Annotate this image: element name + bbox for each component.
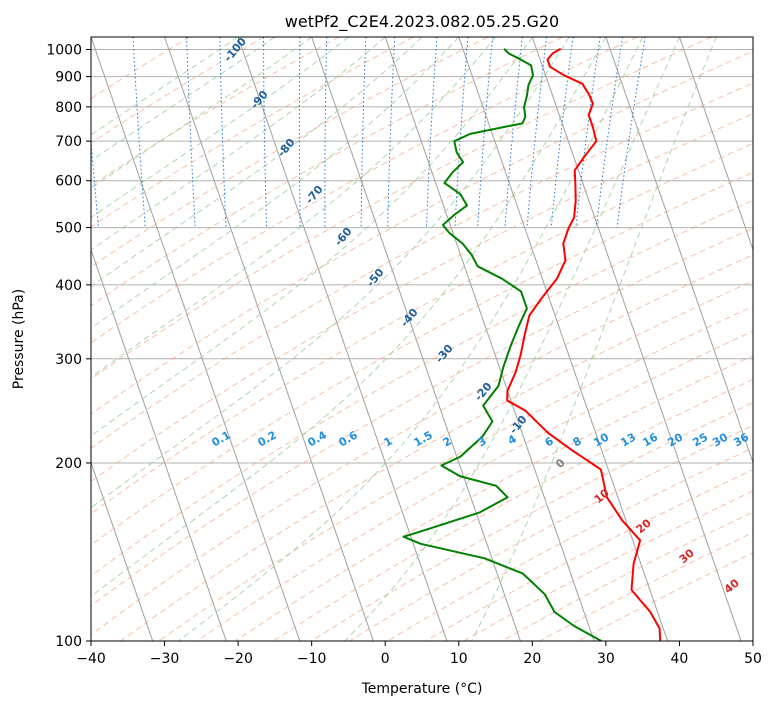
sounding-traces	[402, 47, 662, 641]
y-tick-label: 600	[55, 174, 82, 190]
isotherm-line	[91, 248, 227, 641]
isotherm-line	[678, 37, 753, 252]
x-tick-label: −20	[223, 651, 253, 667]
mixing-ratio-line	[504, 37, 523, 228]
mixing-ratio-lines	[91, 37, 646, 228]
moist-adiabat-line	[91, 37, 423, 287]
y-tick-label: 700	[55, 134, 82, 150]
moist-adiabat-line	[91, 37, 460, 329]
mixing-ratio-line	[575, 37, 601, 228]
moist-adiabat-line	[471, 37, 717, 641]
dry-adiabat-line	[91, 113, 753, 483]
x-tick-label: 30	[597, 651, 615, 667]
dry-adiabat-line	[91, 142, 753, 515]
y-tick-label: 500	[55, 221, 82, 237]
isotherm-line	[384, 37, 595, 641]
y-tick-label: 100	[55, 634, 82, 650]
x-axis-ticks: −40 −30 −20 −10 0 10 20 30 40 50	[76, 641, 762, 667]
mixing-ratio-line	[550, 37, 574, 228]
temperature-trace	[506, 47, 662, 641]
mixing-ratio-line	[526, 37, 548, 228]
dry-adiabat-line	[91, 227, 753, 607]
dewpoint-trace	[402, 48, 602, 641]
y-tick-label: 900	[55, 70, 82, 86]
dry-adiabat-line	[120, 280, 753, 641]
moist-adiabat-line	[91, 37, 570, 509]
dry-adiabat-line	[91, 37, 563, 307]
isotherm-line	[531, 37, 742, 641]
pressure-gridlines	[91, 49, 753, 641]
dry-adiabat-line	[91, 82, 753, 449]
x-tick-label: −40	[76, 651, 106, 667]
y-tick-label: 1000	[46, 43, 82, 59]
x-tick-label: 40	[671, 651, 689, 667]
y-tick-label: 300	[55, 352, 82, 368]
dry-adiabat-line	[272, 378, 753, 641]
dry-adiabat-line	[91, 37, 190, 100]
moist-adiabat-line	[91, 37, 386, 251]
dry-adiabat-line	[91, 171, 753, 546]
dry-adiabat-line	[91, 50, 753, 415]
y-tick-label: 800	[55, 100, 82, 116]
moist-adiabat-line	[91, 37, 312, 189]
dry-adiabats	[91, 37, 753, 641]
x-tick-label: 20	[523, 651, 541, 667]
isotherm-line	[164, 37, 374, 641]
dry-adiabat-line	[91, 199, 753, 577]
isotherm-line	[91, 37, 301, 641]
y-axis-label: Pressure (hPa)	[11, 289, 27, 389]
dry-adiabat-line	[91, 37, 265, 144]
y-tick-label: 200	[55, 456, 82, 472]
y-tick-label: 400	[55, 278, 82, 294]
plot-frame	[90, 36, 754, 642]
chart-title: wetPf2_C2E4.2023.082.05.25.G20	[285, 12, 559, 32]
moist-adiabats	[91, 37, 717, 641]
x-tick-label: 50	[744, 651, 762, 667]
isotherm-line	[458, 37, 669, 641]
dry-adiabat-line	[91, 37, 638, 344]
isotherm-line	[605, 37, 753, 465]
x-tick-label: −10	[297, 651, 327, 667]
moist-adiabat-line	[91, 37, 533, 437]
x-tick-label: 0	[381, 651, 390, 667]
x-tick-label: −30	[150, 651, 180, 667]
moist-adiabat-line	[344, 37, 680, 641]
dry-adiabat-line	[91, 37, 713, 380]
moist-adiabat-line	[91, 37, 276, 162]
mixing-ratio-line	[595, 37, 624, 228]
moist-adiabat-line	[91, 37, 239, 136]
dry-adiabat-line	[158, 305, 753, 641]
x-axis-label: Temperature (°C)	[361, 681, 483, 697]
moist-adiabat-line	[177, 37, 644, 641]
moist-adiabat-line	[91, 37, 496, 378]
mixing-ratio-line	[616, 37, 646, 228]
dry-adiabat-line	[91, 37, 340, 187]
dry-adiabat-line	[91, 37, 489, 268]
y-axis-ticks: 100 200 300 400 500 600 700 800 900 1000	[46, 43, 91, 650]
isotherm-line	[91, 461, 154, 641]
x-tick-label: 10	[450, 651, 468, 667]
